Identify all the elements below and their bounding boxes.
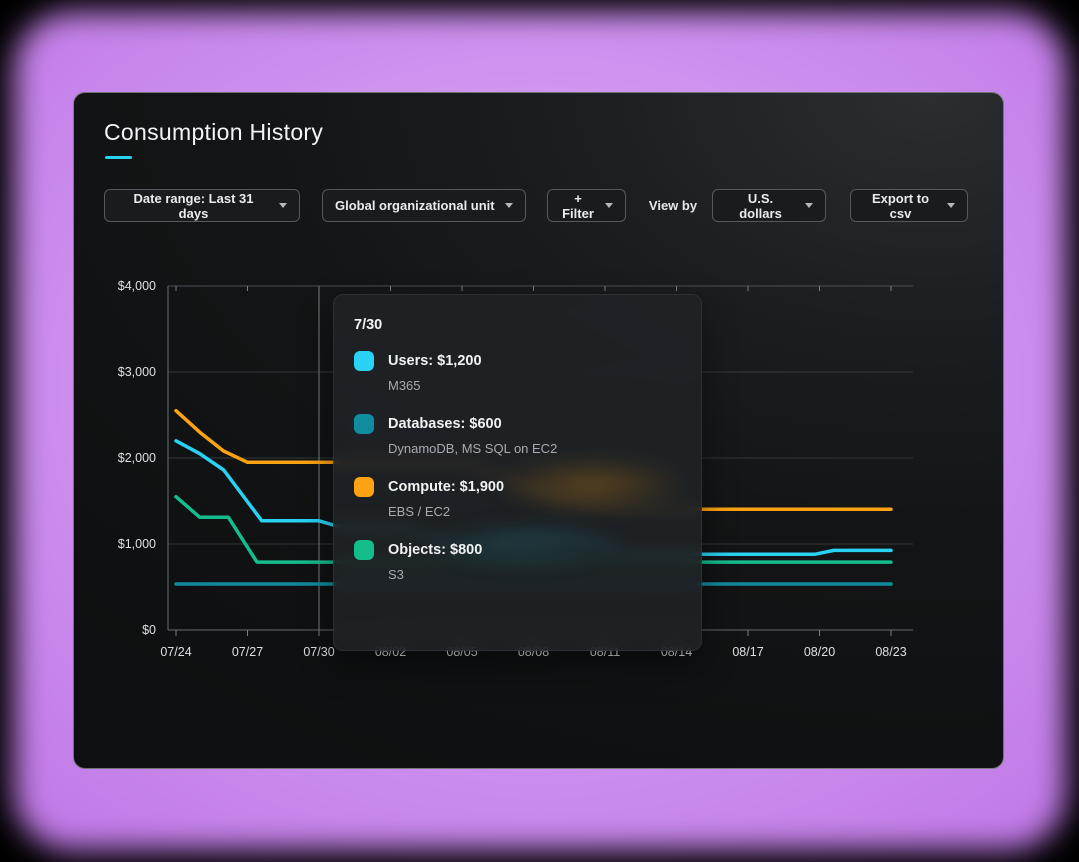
tooltip-entry-sublabel: DynamoDB, MS SQL on EC2 [388, 441, 558, 456]
consumption-history-card: Consumption History Date range: Last 31 … [73, 92, 1004, 769]
currency-label: U.S. dollars [739, 190, 782, 221]
x-axis-label: 07/30 [303, 645, 334, 659]
tooltip-entry-sublabel: S3 [388, 567, 404, 582]
tooltip-entry-users: Users: $1,200 M365 [354, 351, 681, 393]
tooltip-entry-label: Users: $1,200 [388, 353, 482, 369]
tooltip-entry-objects: Objects: $800 S3 [354, 540, 681, 582]
y-axis-label: $1,000 [118, 537, 156, 551]
tooltip-entry-label: Databases: $600 [388, 416, 502, 432]
tooltip-date: 7/30 [354, 317, 383, 333]
filter-dropdown[interactable]: + Filter [547, 189, 626, 222]
databases-series-swatch [354, 414, 374, 434]
x-axis-label: 08/23 [875, 645, 906, 659]
y-axis-label: $2,000 [118, 451, 156, 465]
x-axis-label: 08/20 [804, 645, 835, 659]
tooltip-entry-sublabel: EBS / EC2 [388, 504, 451, 519]
tooltip-entry-databases: Databases: $600 DynamoDB, MS SQL on EC2 [354, 414, 681, 456]
compute-series-swatch [354, 477, 374, 497]
y-axis-label: $0 [142, 623, 156, 637]
tooltip-entry-compute: Compute: $1,900 EBS / EC2 [354, 477, 681, 519]
date-range-label: Date range: Last 31 days [133, 190, 254, 221]
chevron-down-icon [947, 203, 955, 208]
chevron-down-icon [279, 203, 287, 208]
y-axis-label: $3,000 [118, 365, 156, 379]
chevron-down-icon [505, 203, 513, 208]
page-title: Consumption History [104, 119, 324, 145]
tooltip-entry-sublabel: M365 [388, 378, 421, 393]
x-axis-label: 07/27 [232, 645, 263, 659]
tooltip-entry-label: Objects: $800 [388, 542, 483, 558]
x-axis-label: 08/17 [732, 645, 763, 659]
chart-tooltip: 7/30 Users: $1,200 M365 Databases: $600 … [333, 294, 702, 651]
date-range-dropdown[interactable]: Date range: Last 31 days [104, 189, 300, 222]
currency-dropdown[interactable]: U.S. dollars [712, 189, 826, 222]
chevron-down-icon [805, 203, 813, 208]
users-series-swatch [354, 351, 374, 371]
y-axis-label: $4,000 [118, 279, 156, 293]
filter-label: + Filter [562, 190, 594, 221]
x-axis-label: 07/24 [160, 645, 191, 659]
chevron-down-icon [605, 203, 613, 208]
view-by-label: View by [648, 198, 698, 213]
export-csv-dropdown[interactable]: Export to csv [850, 189, 968, 222]
export-csv-label: Export to csv [871, 190, 930, 221]
objects-series-swatch [354, 540, 374, 560]
title-accent-underline [105, 156, 132, 159]
tooltip-entry-label: Compute: $1,900 [388, 479, 505, 495]
org-unit-label: Global organizational unit [335, 198, 495, 213]
org-unit-dropdown[interactable]: Global organizational unit [322, 189, 526, 222]
